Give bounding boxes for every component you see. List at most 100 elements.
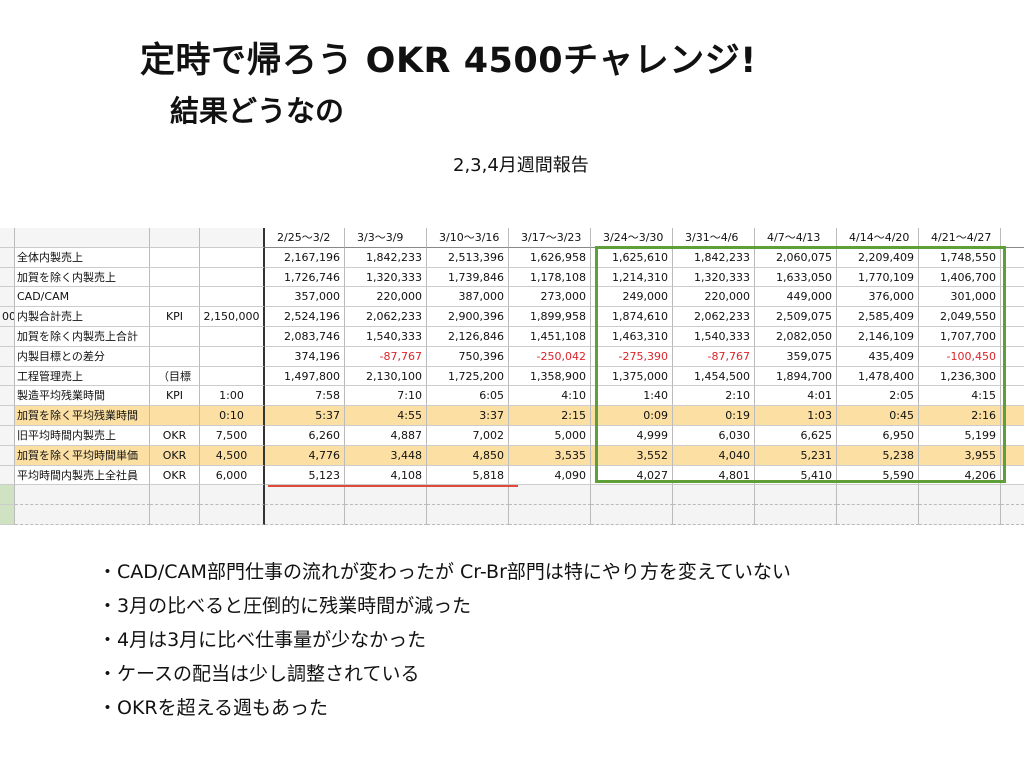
table-cell: 1,478,400 [837, 366, 919, 387]
bullet-item: ・OKRを超える週もあった [98, 697, 329, 719]
table-cell: 6,260 [265, 425, 345, 446]
header-blank [150, 228, 200, 248]
row-label: 平均時間内製売上全社員 [15, 465, 150, 486]
table-cell: 7:58 [265, 386, 345, 407]
row-target: 6,000 [200, 465, 265, 486]
bullet-item: ・4月は3月に比べ仕事量が少なかった [98, 629, 427, 651]
table-cell-cut [1001, 268, 1024, 288]
blank-cell [755, 505, 837, 525]
table-cell: 220,000 [673, 287, 755, 308]
blank-cell [427, 505, 509, 525]
table-cell: 1,320,333 [345, 267, 427, 288]
row-left-fragment [0, 425, 15, 446]
table-cell: 1,463,310 [591, 326, 673, 347]
blank-cell [427, 485, 509, 506]
table-cell: 2:16 [919, 406, 1001, 426]
table-cell: -275,390 [591, 346, 673, 367]
table-cell: 4:10 [509, 386, 591, 407]
row-tag: KPI [150, 307, 200, 327]
table-cell: 3,955 [919, 445, 1001, 466]
table-cell: 1,320,333 [673, 267, 755, 288]
table-cell: 5,199 [919, 425, 1001, 446]
row-left-fragment [0, 366, 15, 387]
week-header: 4/7〜4/13 [755, 228, 837, 248]
row-left-fragment [0, 287, 15, 308]
table-cell: 2,146,109 [837, 326, 919, 347]
blank-cell [837, 485, 919, 506]
week-header: 3/10〜3/16 [427, 228, 509, 248]
row-target [200, 287, 265, 308]
table-cell: 376,000 [837, 287, 919, 308]
blank-cell [265, 505, 345, 525]
blank-cell [200, 505, 265, 525]
blank-cell [591, 485, 673, 506]
blank-cell [1001, 505, 1024, 525]
table-cell: 4:55 [345, 406, 427, 426]
table-cell: 449,000 [755, 287, 837, 308]
table-cell: 1,770,109 [837, 267, 919, 288]
row-tag [150, 267, 200, 288]
table-cell: 6,030 [673, 425, 755, 446]
bullet-item: ・ケースの配当は少し調整されている [98, 663, 420, 685]
table-cell: 750,396 [427, 346, 509, 367]
row-label: 加賀を除く内製売上合計 [15, 326, 150, 347]
table-cell: 3,552 [591, 445, 673, 466]
table-cell: 2,062,233 [345, 307, 427, 327]
table-cell-cut [1001, 406, 1024, 426]
table-cell: 5,590 [837, 465, 919, 486]
table-cell: 3,535 [509, 445, 591, 466]
table-cell: 1,214,310 [591, 267, 673, 288]
week-header: 4/21〜4/27 [919, 228, 1001, 248]
table-cell: 2,062,233 [673, 307, 755, 327]
blank-cell [919, 505, 1001, 525]
row-left-fragment [0, 346, 15, 367]
table-cell-cut [1001, 327, 1024, 347]
table-cell: 4,801 [673, 465, 755, 486]
table-cell: 2,049,550 [919, 307, 1001, 327]
table-cell: 1:40 [591, 386, 673, 407]
table-cell: 1,497,800 [265, 366, 345, 387]
table-cell: 220,000 [345, 287, 427, 308]
row-left-fragment [0, 326, 15, 347]
table-cell: 1,842,233 [345, 247, 427, 268]
row-left-fragment [0, 445, 15, 466]
table-cell: 1,375,000 [591, 366, 673, 387]
table-cell: 1,725,200 [427, 366, 509, 387]
row-label: 製造平均残業時間 [15, 386, 150, 407]
week-header: 4/14〜4/20 [837, 228, 919, 248]
table-cell: 0:09 [591, 406, 673, 426]
blank-cell [509, 505, 591, 525]
table-cell: 0:19 [673, 406, 755, 426]
table-cell-cut [1001, 307, 1024, 327]
blank-cell [837, 505, 919, 525]
table-cell: 2:10 [673, 386, 755, 407]
slide-subtitle: 結果どうなの [170, 94, 345, 128]
row-tag: （目標 [150, 366, 200, 387]
blank-cell [15, 485, 150, 506]
table-cell: 2,083,746 [265, 326, 345, 347]
table-cell: 5,818 [427, 465, 509, 486]
row-label: 工程管理売上 [15, 366, 150, 387]
row-label: 加賀を除く平均残業時間 [15, 406, 150, 426]
bullet-item: ・3月の比べると圧倒的に残業時間が減った [98, 595, 472, 617]
row-label: 全体内製売上 [15, 247, 150, 268]
table-cell: 2:05 [837, 386, 919, 407]
table-cell-cut [1001, 445, 1024, 466]
table-cell: 5,231 [755, 445, 837, 466]
table-cell: 4,850 [427, 445, 509, 466]
table-cell-cut [1001, 426, 1024, 446]
table-cell: -87,767 [345, 346, 427, 367]
row-tag: OKR [150, 465, 200, 486]
blank-cell [673, 505, 755, 525]
row-tag: OKR [150, 445, 200, 466]
table-cell: 4,999 [591, 425, 673, 446]
table-cell: 1,842,233 [673, 247, 755, 268]
table-cell-cut [1001, 347, 1024, 367]
row-header-corner [0, 228, 15, 248]
row-target: 0:10 [200, 406, 265, 426]
table-cell: 1,626,958 [509, 247, 591, 268]
table-cell: 4,776 [265, 445, 345, 466]
table-cell: -87,767 [673, 346, 755, 367]
week-header: 4 [1001, 228, 1024, 248]
table-cell: 5,410 [755, 465, 837, 486]
